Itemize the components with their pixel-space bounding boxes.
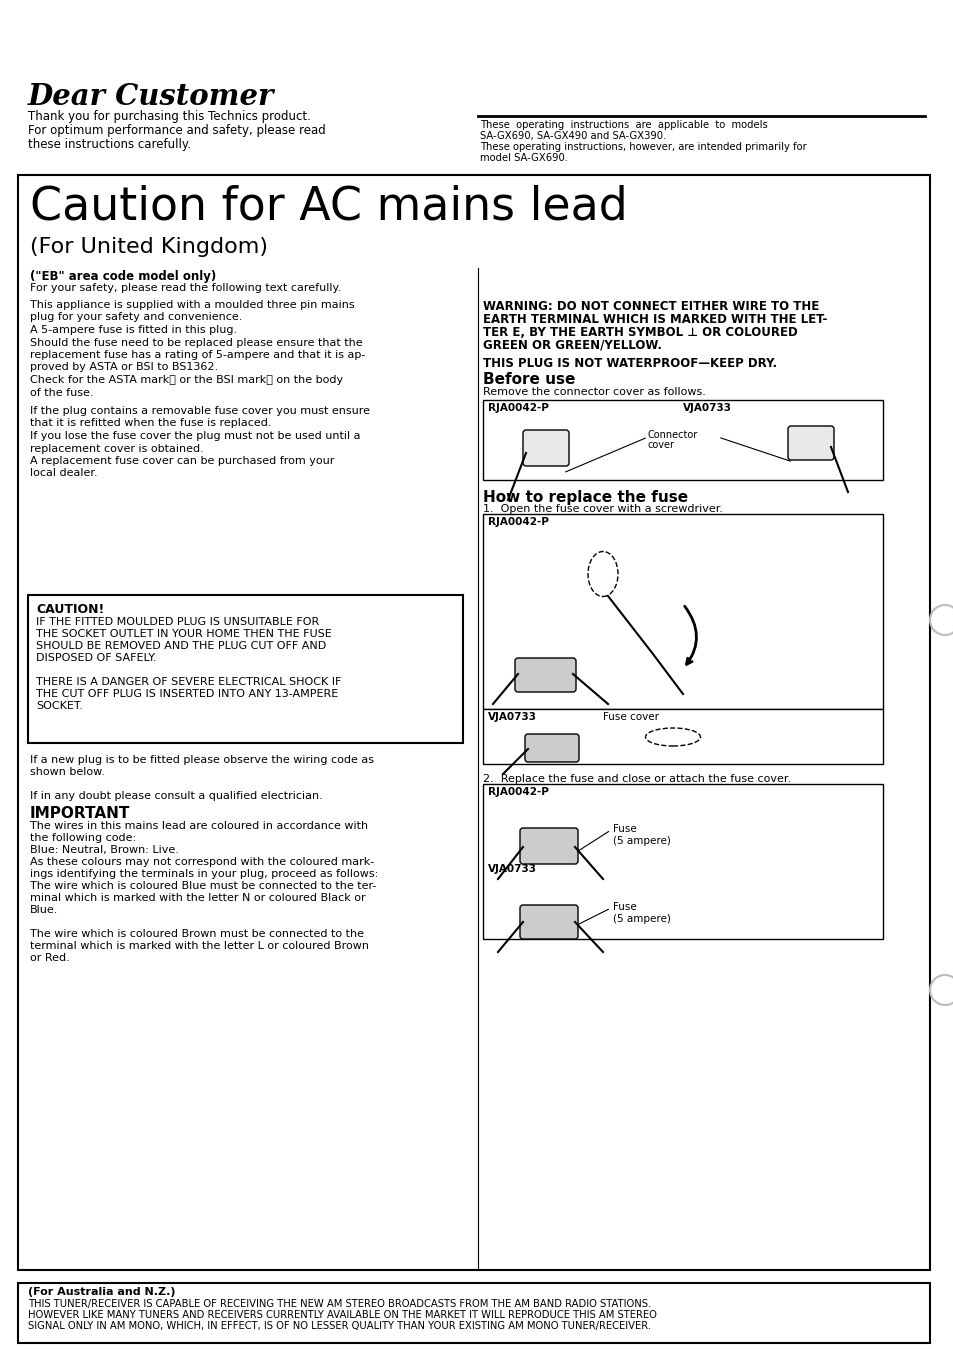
Text: These  operating  instructions  are  applicable  to  models: These operating instructions are applica… — [479, 120, 767, 130]
Text: If the plug contains a removable fuse cover you must ensure: If the plug contains a removable fuse co… — [30, 406, 370, 415]
Text: Blue: Neutral, Brown: Live.: Blue: Neutral, Brown: Live. — [30, 844, 179, 855]
Text: A 5-ampere fuse is fitted in this plug.: A 5-ampere fuse is fitted in this plug. — [30, 325, 237, 335]
Text: shown below.: shown below. — [30, 768, 105, 777]
Text: that it is refitted when the fuse is replaced.: that it is refitted when the fuse is rep… — [30, 418, 272, 429]
Text: THERE IS A DANGER OF SEVERE ELECTRICAL SHOCK IF: THERE IS A DANGER OF SEVERE ELECTRICAL S… — [36, 677, 341, 687]
Text: WARNING: DO NOT CONNECT EITHER WIRE TO THE: WARNING: DO NOT CONNECT EITHER WIRE TO T… — [482, 299, 819, 313]
Ellipse shape — [645, 728, 700, 746]
Text: THE SOCKET OUTLET IN YOUR HOME THEN THE FUSE: THE SOCKET OUTLET IN YOUR HOME THEN THE … — [36, 629, 332, 639]
Text: THIS PLUG IS NOT WATERPROOF—KEEP DRY.: THIS PLUG IS NOT WATERPROOF—KEEP DRY. — [482, 357, 777, 370]
Text: 1.  Open the fuse cover with a screwdriver.: 1. Open the fuse cover with a screwdrive… — [482, 505, 722, 514]
Text: SHOULD BE REMOVED AND THE PLUG CUT OFF AND: SHOULD BE REMOVED AND THE PLUG CUT OFF A… — [36, 641, 326, 652]
FancyBboxPatch shape — [787, 426, 833, 460]
Text: Fuse: Fuse — [613, 824, 636, 834]
Text: RJA0042-P: RJA0042-P — [488, 786, 548, 797]
FancyBboxPatch shape — [522, 430, 568, 465]
Text: Fuse cover: Fuse cover — [602, 712, 659, 722]
Text: The wires in this mains lead are coloured in accordance with: The wires in this mains lead are coloure… — [30, 822, 368, 831]
Text: The wire which is coloured Brown must be connected to the: The wire which is coloured Brown must be… — [30, 929, 364, 939]
Text: proved by ASTA or BSI to BS1362.: proved by ASTA or BSI to BS1362. — [30, 363, 218, 372]
Text: SA-GX690, SA-GX490 and SA-GX390.: SA-GX690, SA-GX490 and SA-GX390. — [479, 131, 665, 142]
Bar — [482, 784, 882, 939]
FancyBboxPatch shape — [519, 828, 578, 863]
Text: How to replace the fuse: How to replace the fuse — [482, 490, 687, 505]
Text: (5 ampere): (5 ampere) — [613, 836, 670, 846]
Bar — [28, 595, 462, 743]
Bar — [482, 514, 882, 710]
Text: ings identifying the terminals in your plug, proceed as follows:: ings identifying the terminals in your p… — [30, 869, 377, 880]
Text: ("EB" area code model only): ("EB" area code model only) — [30, 270, 216, 283]
Text: These operating instructions, however, are intended primarily for: These operating instructions, however, a… — [479, 142, 806, 152]
Text: Fuse: Fuse — [613, 902, 636, 912]
Bar — [18, 1283, 929, 1344]
Text: minal which is marked with the letter N or coloured Black or: minal which is marked with the letter N … — [30, 893, 365, 902]
Text: CAUTION!: CAUTION! — [36, 603, 104, 616]
Text: Should the fuse need to be replaced please ensure that the: Should the fuse need to be replaced plea… — [30, 337, 362, 348]
Text: local dealer.: local dealer. — [30, 468, 97, 479]
Text: For your safety, please read the following text carefully.: For your safety, please read the followi… — [30, 283, 341, 293]
Text: (For Australia and N.Z.): (For Australia and N.Z.) — [28, 1287, 175, 1296]
Bar — [482, 401, 882, 480]
FancyBboxPatch shape — [515, 658, 576, 692]
Text: terminal which is marked with the letter L or coloured Brown: terminal which is marked with the letter… — [30, 942, 369, 951]
Text: IMPORTANT: IMPORTANT — [30, 805, 131, 822]
Text: RJA0042-P: RJA0042-P — [488, 403, 548, 413]
Text: RJA0042-P: RJA0042-P — [488, 517, 548, 527]
Text: or Red.: or Red. — [30, 952, 70, 963]
Text: VJA0733: VJA0733 — [488, 712, 537, 722]
Text: Blue.: Blue. — [30, 905, 58, 915]
Text: Connector: Connector — [647, 430, 698, 440]
Text: replacement cover is obtained.: replacement cover is obtained. — [30, 444, 204, 453]
Bar — [482, 710, 882, 764]
Text: model SA-GX690.: model SA-GX690. — [479, 152, 567, 163]
Text: Thank you for purchasing this Technics product.: Thank you for purchasing this Technics p… — [28, 111, 311, 123]
Text: these instructions carefully.: these instructions carefully. — [28, 138, 191, 151]
Text: The wire which is coloured Blue must be connected to the ter-: The wire which is coloured Blue must be … — [30, 881, 376, 890]
Text: A replacement fuse cover can be purchased from your: A replacement fuse cover can be purchase… — [30, 456, 334, 465]
Text: (For United Kingdom): (For United Kingdom) — [30, 237, 268, 258]
Text: As these colours may not correspond with the coloured mark-: As these colours may not correspond with… — [30, 857, 374, 867]
Text: HOWEVER LIKE MANY TUNERS AND RECEIVERS CURRENTLY AVAILABLE ON THE MARKET IT WILL: HOWEVER LIKE MANY TUNERS AND RECEIVERS C… — [28, 1310, 657, 1321]
Text: Caution for AC mains lead: Caution for AC mains lead — [30, 185, 627, 229]
Text: If you lose the fuse cover the plug must not be used until a: If you lose the fuse cover the plug must… — [30, 430, 360, 441]
Text: SIGNAL ONLY IN AM MONO, WHICH, IN EFFECT, IS OF NO LESSER QUALITY THAN YOUR EXIS: SIGNAL ONLY IN AM MONO, WHICH, IN EFFECT… — [28, 1321, 650, 1331]
Text: THE CUT OFF PLUG IS INSERTED INTO ANY 13-AMPERE: THE CUT OFF PLUG IS INSERTED INTO ANY 13… — [36, 689, 338, 699]
Text: If in any doubt please consult a qualified electrician.: If in any doubt please consult a qualifi… — [30, 791, 322, 801]
Text: cover: cover — [647, 440, 675, 451]
Text: Check for the ASTA markⒶ or the BSI markⒽ on the body: Check for the ASTA markⒶ or the BSI mark… — [30, 375, 343, 384]
Text: Dear Customer: Dear Customer — [28, 82, 274, 111]
Text: THIS TUNER/RECEIVER IS CAPABLE OF RECEIVING THE NEW AM STEREO BROADCASTS FROM TH: THIS TUNER/RECEIVER IS CAPABLE OF RECEIV… — [28, 1299, 651, 1309]
Text: SOCKET.: SOCKET. — [36, 701, 83, 711]
Ellipse shape — [587, 552, 618, 596]
Text: This appliance is supplied with a moulded three pin mains: This appliance is supplied with a moulde… — [30, 299, 355, 310]
Text: GREEN OR GREEN/YELLOW.: GREEN OR GREEN/YELLOW. — [482, 339, 661, 352]
Text: VJA0733: VJA0733 — [682, 403, 731, 413]
Bar — [18, 175, 929, 1269]
Text: VJA0733: VJA0733 — [488, 863, 537, 874]
Text: plug for your safety and convenience.: plug for your safety and convenience. — [30, 313, 242, 322]
Text: of the fuse.: of the fuse. — [30, 387, 93, 398]
FancyBboxPatch shape — [519, 905, 578, 939]
FancyBboxPatch shape — [524, 734, 578, 762]
Text: 2.  Replace the fuse and close or attach the fuse cover.: 2. Replace the fuse and close or attach … — [482, 774, 790, 784]
Text: replacement fuse has a rating of 5-ampere and that it is ap-: replacement fuse has a rating of 5-amper… — [30, 349, 365, 360]
Text: If a new plug is to be fitted please observe the wiring code as: If a new plug is to be fitted please obs… — [30, 755, 374, 765]
Text: (5 ampere): (5 ampere) — [613, 915, 670, 924]
Text: TER E, BY THE EARTH SYMBOL ⊥ OR COLOURED: TER E, BY THE EARTH SYMBOL ⊥ OR COLOURED — [482, 326, 797, 339]
Text: DISPOSED OF SAFELY.: DISPOSED OF SAFELY. — [36, 653, 156, 662]
Text: Before use: Before use — [482, 372, 575, 387]
Text: Remove the connector cover as follows.: Remove the connector cover as follows. — [482, 387, 705, 397]
Text: IF THE FITTED MOULDED PLUG IS UNSUITABLE FOR: IF THE FITTED MOULDED PLUG IS UNSUITABLE… — [36, 616, 319, 627]
Text: the following code:: the following code: — [30, 832, 136, 843]
Text: EARTH TERMINAL WHICH IS MARKED WITH THE LET-: EARTH TERMINAL WHICH IS MARKED WITH THE … — [482, 313, 826, 326]
Text: For optimum performance and safety, please read: For optimum performance and safety, plea… — [28, 124, 325, 138]
